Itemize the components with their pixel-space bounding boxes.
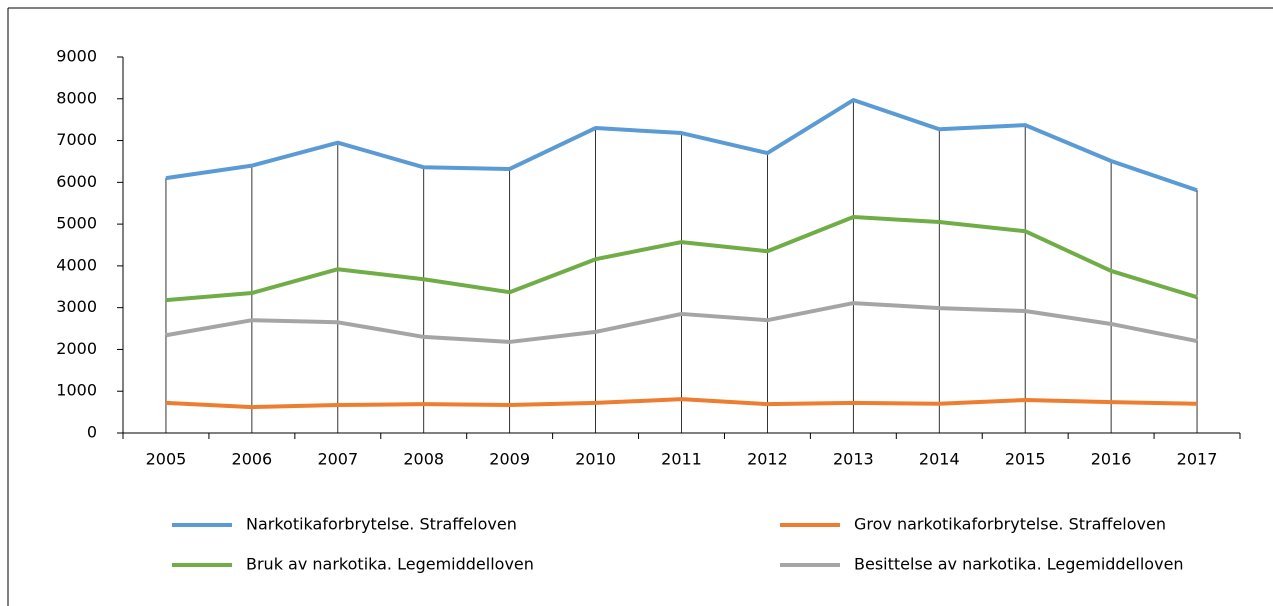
x-tick-label: 2007	[317, 450, 358, 469]
x-tick-label: 2015	[1005, 450, 1046, 469]
x-tick-label: 2012	[747, 450, 788, 469]
x-tick-label: 2017	[1177, 450, 1218, 469]
x-tick-label: 2014	[919, 450, 960, 469]
legend-label: Narkotikaforbrytelse. Straffeloven	[246, 515, 517, 534]
y-tick-label: 9000	[56, 47, 97, 66]
x-tick-label: 2008	[403, 450, 444, 469]
x-tick-label: 2010	[575, 450, 616, 469]
x-tick-label: 2009	[489, 450, 530, 469]
y-tick-label: 1000	[56, 381, 97, 400]
series-line	[165, 215, 1198, 303]
series-line	[165, 98, 1198, 193]
legend-label: Besittelse av narkotika. Legemiddelloven	[854, 555, 1184, 574]
y-tick-label: 2000	[56, 339, 97, 358]
x-tick-label: 2011	[661, 450, 702, 469]
y-tick-label: 8000	[56, 88, 97, 107]
y-tick-label: 3000	[56, 297, 97, 316]
series-line	[165, 301, 1198, 344]
legend-label: Grov narkotikaforbrytelse. Straffeloven	[854, 515, 1166, 534]
x-tick-label: 2006	[232, 450, 273, 469]
legend-label: Bruk av narkotika. Legemiddelloven	[246, 555, 534, 574]
y-tick-label: 7000	[56, 130, 97, 149]
x-tick-label: 2013	[833, 450, 874, 469]
y-tick-label: 6000	[56, 172, 97, 191]
y-tick-label: 4000	[56, 255, 97, 274]
x-tick-label: 2005	[146, 450, 187, 469]
series-line	[165, 397, 1198, 410]
y-tick-label: 5000	[56, 214, 97, 233]
x-tick-label: 2016	[1091, 450, 1132, 469]
y-tick-label: 0	[87, 423, 97, 442]
